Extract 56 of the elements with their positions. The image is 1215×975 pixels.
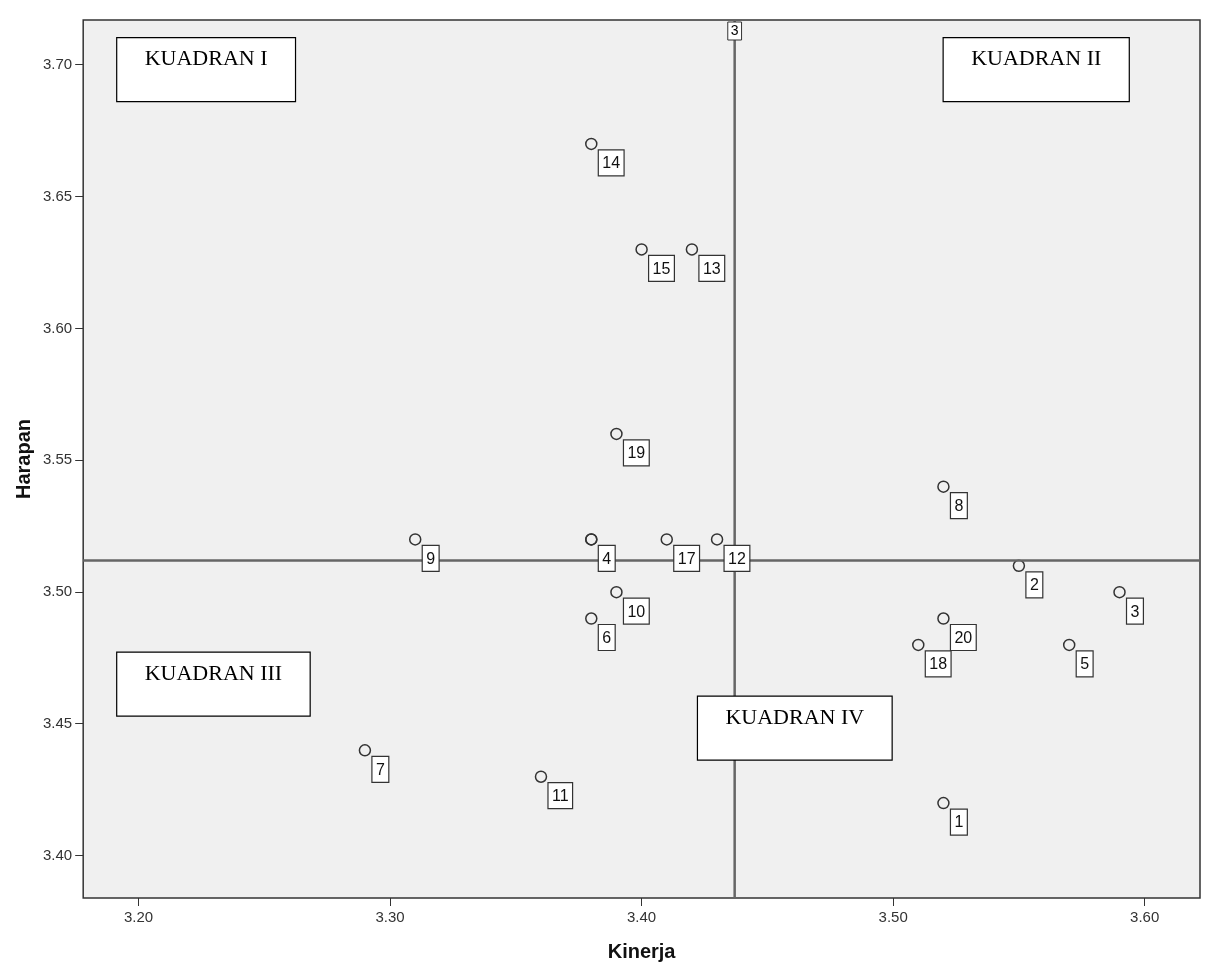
annotation: KUADRAN III: [144, 659, 283, 685]
annotation: 7: [375, 760, 385, 778]
annotation: 18: [929, 655, 948, 673]
point: [1113, 585, 1126, 599]
point: [610, 585, 623, 599]
point: [408, 533, 422, 546]
point: [635, 243, 648, 256]
point: [685, 243, 699, 256]
point: [585, 137, 598, 151]
annotation: 5: [1080, 655, 1090, 673]
annotation: 17: [677, 549, 696, 567]
y-tick-label: 3.55: [42, 450, 73, 468]
point: [610, 427, 623, 441]
point: [937, 612, 950, 625]
annotation: 9: [426, 549, 436, 567]
annotation: 13: [702, 259, 721, 277]
x-tick-label: 3.50: [878, 908, 908, 926]
point: [534, 770, 548, 783]
annotation: KUADRAN I: [144, 45, 268, 71]
y-tick-label: 3.70: [42, 54, 73, 72]
annotation: 19: [627, 444, 646, 462]
annotation: 15: [652, 259, 671, 277]
annotation: 6: [602, 628, 612, 646]
point: [358, 744, 372, 757]
point: [937, 796, 950, 810]
point: [710, 533, 724, 546]
x-tick-label: 3.60: [1130, 908, 1160, 926]
x-tick-label: 3.20: [123, 908, 154, 926]
annotation: 11: [551, 787, 569, 805]
point: [585, 612, 598, 625]
x-axis-title: Kinerja: [607, 939, 677, 962]
y-axis-title: Harapan: [11, 418, 34, 500]
x-tick-label: 3.30: [375, 908, 405, 926]
point: [1062, 638, 1076, 652]
y-tick-label: 3.60: [42, 318, 73, 336]
annotation: 12: [728, 549, 746, 567]
annotation: 1: [954, 813, 964, 831]
ref-line-label: 3: [730, 21, 739, 38]
y-tick-label: 3.65: [42, 186, 73, 204]
point: [1012, 559, 1026, 573]
point: [912, 638, 925, 652]
annotation: KUADRAN II: [971, 45, 1102, 71]
annotation: 3: [1130, 602, 1140, 620]
annotation: 4: [602, 549, 612, 567]
y-tick-label: 3.50: [42, 582, 73, 600]
point: [660, 533, 673, 546]
annotation: 14: [602, 154, 621, 172]
annotation: 2: [1029, 576, 1039, 594]
x-tick-label: 3.40: [627, 908, 657, 926]
point: [937, 480, 950, 493]
y-tick-label: 3.45: [42, 714, 73, 732]
annotation: 10: [627, 602, 646, 620]
annotation: 8: [954, 497, 964, 515]
annotation: 20: [954, 628, 973, 646]
y-tick-label: 3.40: [42, 845, 73, 863]
annotation: KUADRAN IV: [725, 703, 865, 729]
